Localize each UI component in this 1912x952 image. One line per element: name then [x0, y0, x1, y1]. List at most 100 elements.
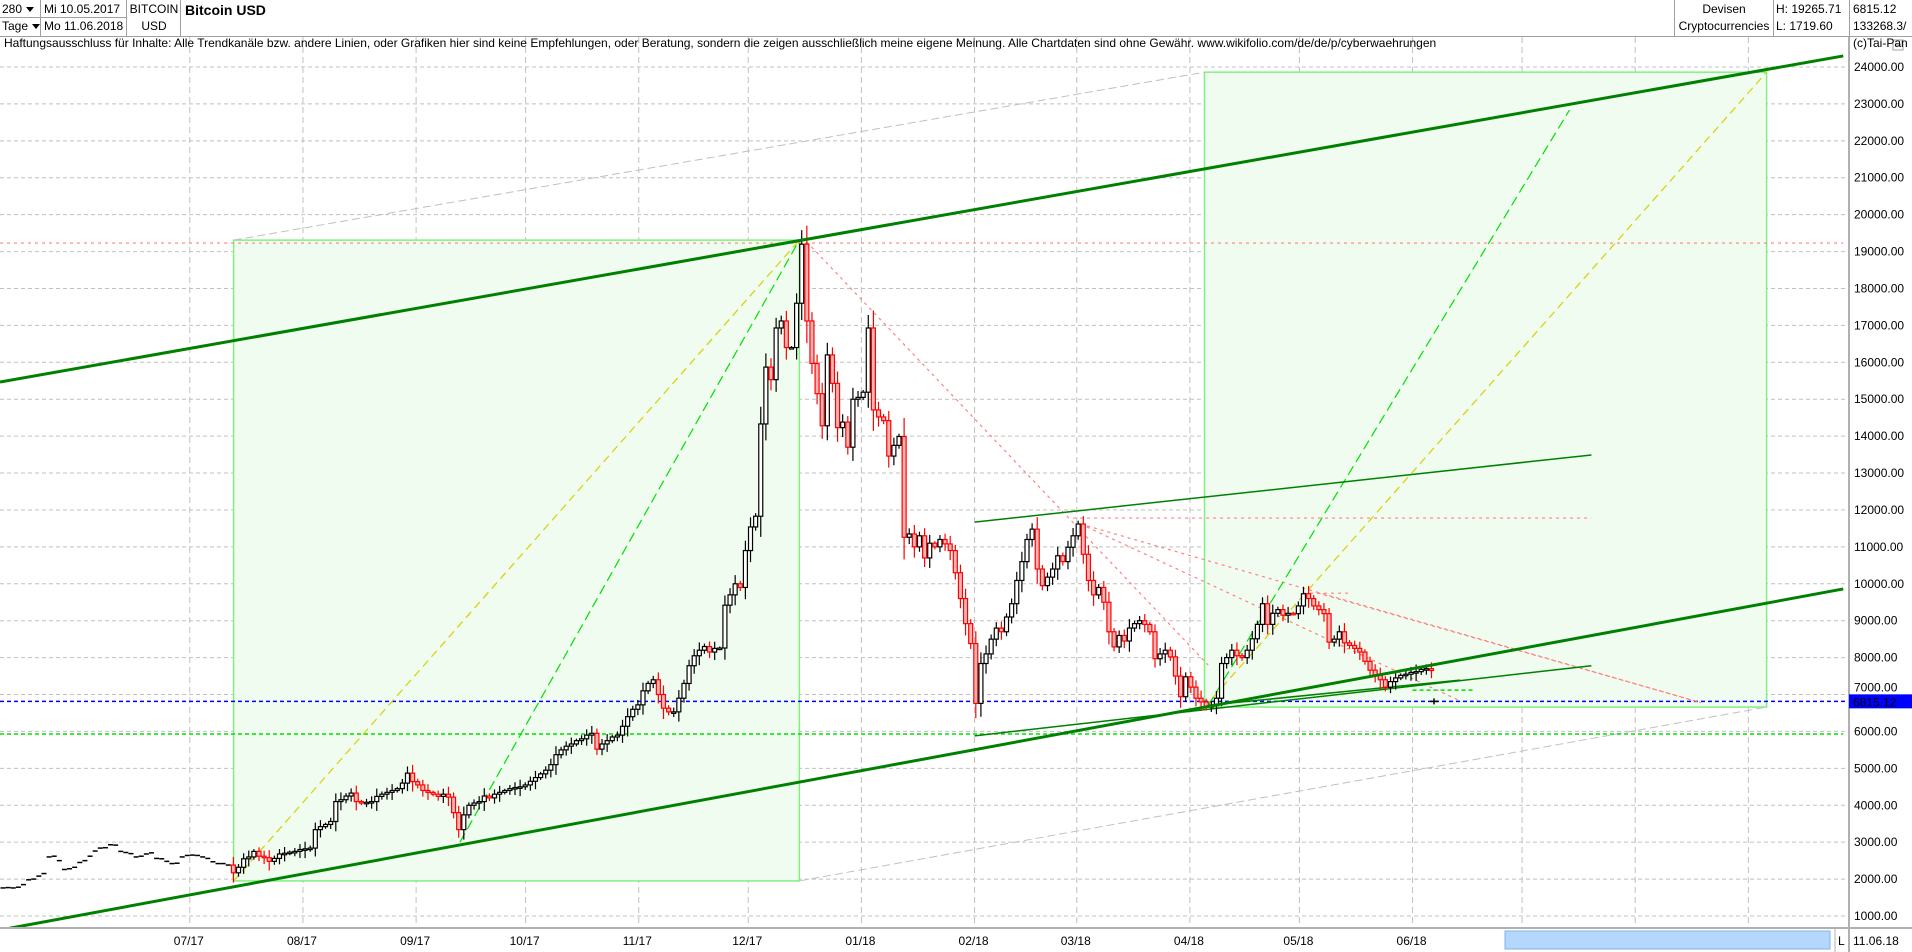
- candle-body: [333, 800, 339, 823]
- candle: [973, 631, 979, 719]
- candle-body: [614, 734, 621, 738]
- candle-body: [870, 327, 877, 411]
- candle: [435, 790, 441, 801]
- candle: [353, 785, 359, 811]
- candle-body: [742, 549, 749, 589]
- candle-body: [819, 393, 825, 427]
- candle-body: [594, 732, 600, 750]
- candle: [369, 796, 375, 809]
- candle-body: [502, 789, 508, 793]
- candle-body: [1029, 528, 1035, 541]
- candle: [860, 389, 866, 401]
- candle-body: [1111, 631, 1117, 648]
- candle-body: [230, 864, 236, 874]
- candle: [456, 805, 462, 838]
- candle: [322, 822, 329, 829]
- candle-body: [1121, 634, 1127, 642]
- candle-body: [732, 583, 738, 596]
- candle-body: [297, 848, 303, 853]
- y-tick-label: 13000.00: [1854, 466, 1904, 480]
- y-tick-label: 12000.00: [1854, 503, 1904, 517]
- candle-body: [860, 391, 866, 398]
- candles: [0, 225, 1435, 889]
- bar-count-dropdown[interactable]: 280: [2, 1, 35, 17]
- candle: [712, 641, 718, 661]
- candle-body: [1305, 593, 1312, 600]
- candle-body: [906, 533, 912, 538]
- candle: [804, 225, 810, 344]
- candle: [553, 746, 559, 775]
- end-date[interactable]: Mo 11.06.2018: [44, 19, 124, 33]
- start-date[interactable]: Mi 10.05.2017: [44, 2, 121, 16]
- candle-body: [420, 784, 426, 792]
- candle: [1014, 571, 1020, 615]
- candle: [1085, 545, 1092, 592]
- candle: [1367, 656, 1373, 676]
- copyright-label: (c)Tai-Pan: [1853, 36, 1908, 50]
- candle: [799, 230, 805, 321]
- candle-body: [604, 740, 610, 745]
- volume-value: 133268.3/: [1853, 19, 1907, 33]
- candle-body: [358, 800, 364, 804]
- candle-body: [1218, 662, 1225, 699]
- candle: [778, 315, 784, 335]
- candle-body: [865, 327, 871, 393]
- candle-body: [630, 708, 636, 718]
- y-tick-label: 17000.00: [1854, 318, 1904, 332]
- candle-body: [1403, 673, 1409, 677]
- candle-body: [466, 804, 472, 816]
- yellow-dashed-line: [1204, 71, 1768, 708]
- candle: [256, 847, 262, 862]
- candle-body: [793, 302, 800, 349]
- candle: [865, 315, 871, 408]
- candle: [850, 387, 856, 461]
- candle-body: [532, 776, 539, 782]
- candle: [1382, 676, 1389, 692]
- candle-body: [276, 853, 283, 860]
- candle: [855, 391, 861, 407]
- candle-body: [886, 420, 892, 457]
- x-tick-label: 10/17: [510, 934, 540, 948]
- candle-body: [1285, 612, 1291, 616]
- y-tick-label: 1000.00: [1854, 909, 1898, 923]
- candle-body: [404, 772, 411, 784]
- candle-body: [563, 745, 569, 751]
- candle-body: [589, 732, 595, 736]
- candle: [532, 770, 539, 790]
- candle-body: [809, 320, 815, 365]
- candle-body: [1106, 601, 1112, 633]
- candle: [543, 766, 549, 779]
- candle-body: [312, 829, 318, 849]
- candle-body: [753, 515, 759, 528]
- candle: [1044, 572, 1051, 592]
- candle: [753, 513, 759, 531]
- candle: [1285, 606, 1291, 623]
- candle: [1398, 673, 1404, 681]
- candle-body: [1352, 644, 1358, 649]
- candle: [1065, 540, 1071, 570]
- period-unit-dropdown[interactable]: Tage: [2, 18, 41, 34]
- scroll-end-button[interactable]: L: [1838, 934, 1845, 948]
- candle: [1131, 620, 1138, 632]
- candle: [1193, 680, 1199, 707]
- trend-line: [1208, 679, 1461, 706]
- candle: [870, 310, 877, 431]
- candle: [947, 535, 953, 561]
- candle-body: [1346, 642, 1353, 647]
- candle-body: [1126, 627, 1133, 642]
- candle-body: [773, 327, 779, 381]
- x-tick-label: 04/18: [1174, 934, 1204, 948]
- candle-body: [1357, 647, 1363, 653]
- candle: [1121, 629, 1127, 649]
- candle-body: [824, 354, 830, 427]
- candle-body: [1428, 668, 1435, 672]
- candle: [886, 411, 892, 468]
- timeline-scrollbar[interactable]: [1504, 930, 1831, 950]
- candle: [845, 415, 851, 455]
- candle: [1106, 591, 1112, 645]
- candle: [297, 844, 303, 858]
- candle-body: [1003, 616, 1010, 633]
- candle-body: [348, 792, 354, 797]
- candle: [1311, 595, 1317, 611]
